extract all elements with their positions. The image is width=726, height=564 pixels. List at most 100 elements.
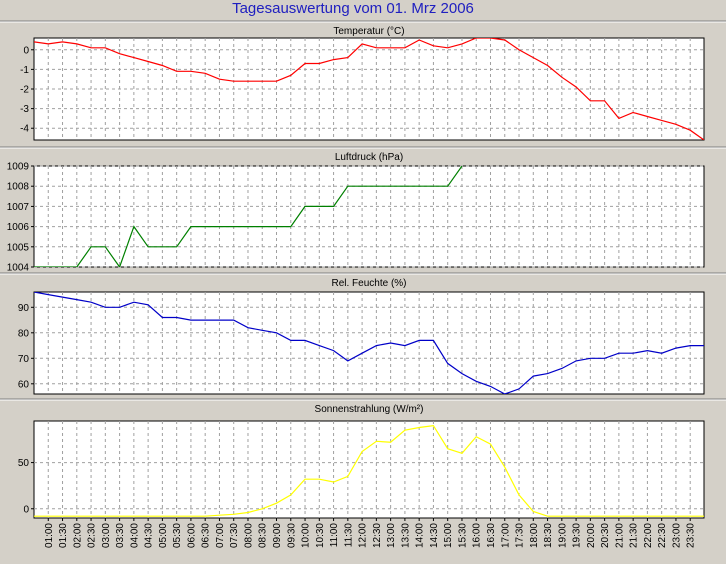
data-point: [376, 345, 377, 346]
x-tick-label: 07:30: [229, 523, 240, 548]
chart-panel-2: Luftdruck (hPa) 1004 1005 1006 1007 1008 1009: [0, 146, 726, 274]
y-tick-label: 80: [18, 328, 30, 339]
data-point: [362, 186, 363, 187]
data-point: [447, 448, 448, 449]
data-point: [148, 516, 149, 517]
data-point: [518, 494, 519, 495]
data-point: [533, 57, 534, 58]
y-tick-label: -4: [20, 124, 29, 135]
data-point: [233, 319, 234, 320]
data-point: [205, 319, 206, 320]
data-point: [561, 368, 562, 369]
data-point: [119, 516, 120, 517]
data-point: [233, 514, 234, 515]
data-point: [133, 516, 134, 517]
data-point: [633, 353, 634, 354]
data-point: [262, 81, 263, 82]
data-point: [133, 226, 134, 227]
x-tick-label: 08:00: [243, 523, 254, 548]
data-point: [90, 246, 91, 247]
x-tick-label: 06:30: [201, 523, 212, 548]
data-point: [62, 516, 63, 517]
y-tick-label: 50: [18, 458, 30, 469]
data-point: [461, 373, 462, 374]
data-point: [690, 130, 691, 131]
chart-panel-1: Temperatur (°C) 0 -1 -2 -3 -4: [0, 20, 726, 141]
data-point: [518, 388, 519, 389]
data-point: [404, 430, 405, 431]
data-point: [447, 363, 448, 364]
x-tick-label: 19:00: [557, 523, 568, 548]
data-point: [618, 516, 619, 517]
x-tick-label: 22:30: [657, 523, 668, 548]
data-point: [575, 516, 576, 517]
y-tick-label: 1007: [7, 202, 30, 213]
y-tick-label: 0: [23, 45, 29, 56]
x-tick-label: 11:00: [329, 523, 340, 548]
x-tick-label: 20:00: [586, 523, 597, 548]
data-point: [304, 206, 305, 207]
data-point: [575, 360, 576, 361]
x-tick-label: 03:00: [101, 523, 112, 548]
data-point: [461, 43, 462, 44]
plot-area: [33, 165, 705, 268]
data-point: [419, 427, 420, 428]
data-point: [119, 307, 120, 308]
data-point: [419, 39, 420, 40]
data-point: [661, 120, 662, 121]
data-point: [547, 65, 548, 66]
y-tick-label: 90: [18, 303, 30, 314]
data-point: [290, 226, 291, 227]
data-point: [461, 453, 462, 454]
data-point: [661, 353, 662, 354]
data-point: [190, 319, 191, 320]
x-tick-label: 03:30: [115, 523, 126, 548]
data-point: [190, 226, 191, 227]
data-point: [347, 476, 348, 477]
x-tick-label: 09:00: [272, 523, 283, 548]
series-line: [34, 38, 704, 140]
data-point: [319, 206, 320, 207]
data-point: [547, 516, 548, 517]
chart-main-title: Tagesauswertung vom 01. Mrz 2006: [232, 0, 474, 17]
data-point: [390, 47, 391, 48]
x-tick-label: 22:00: [643, 523, 654, 548]
x-tick-label: 02:30: [87, 523, 98, 548]
data-point: [290, 494, 291, 495]
data-point: [76, 516, 77, 517]
data-point: [590, 516, 591, 517]
data-point: [190, 516, 191, 517]
data-point: [262, 508, 263, 509]
data-point: [205, 516, 206, 517]
panel-title: Rel. Feuchte (%): [331, 278, 406, 289]
data-point: [133, 302, 134, 303]
data-point: [347, 186, 348, 187]
data-point: [162, 317, 163, 318]
data-point: [604, 516, 605, 517]
data-point: [90, 516, 91, 517]
data-point: [105, 516, 106, 517]
data-point: [162, 516, 163, 517]
data-point: [490, 386, 491, 387]
data-point: [447, 186, 448, 187]
plot-area: [33, 37, 705, 141]
data-point: [276, 332, 277, 333]
data-point: [262, 226, 263, 227]
y-tick-label: 1004: [7, 263, 30, 274]
data-point: [419, 186, 420, 187]
data-point: [233, 81, 234, 82]
data-point: [290, 75, 291, 76]
y-tick-label: -3: [20, 104, 29, 115]
x-tick-label: 13:00: [386, 523, 397, 548]
data-point: [148, 304, 149, 305]
data-point: [661, 516, 662, 517]
data-point: [675, 124, 676, 125]
data-point: [647, 516, 648, 517]
data-point: [304, 63, 305, 64]
x-tick-label: 07:00: [215, 523, 226, 548]
data-point: [618, 118, 619, 119]
data-point: [219, 79, 220, 80]
data-point: [276, 226, 277, 227]
chart-panels: Temperatur (°C) 0 -1 -2 -3 -4 Luftdruck (hPa) 1…: [0, 20, 726, 519]
